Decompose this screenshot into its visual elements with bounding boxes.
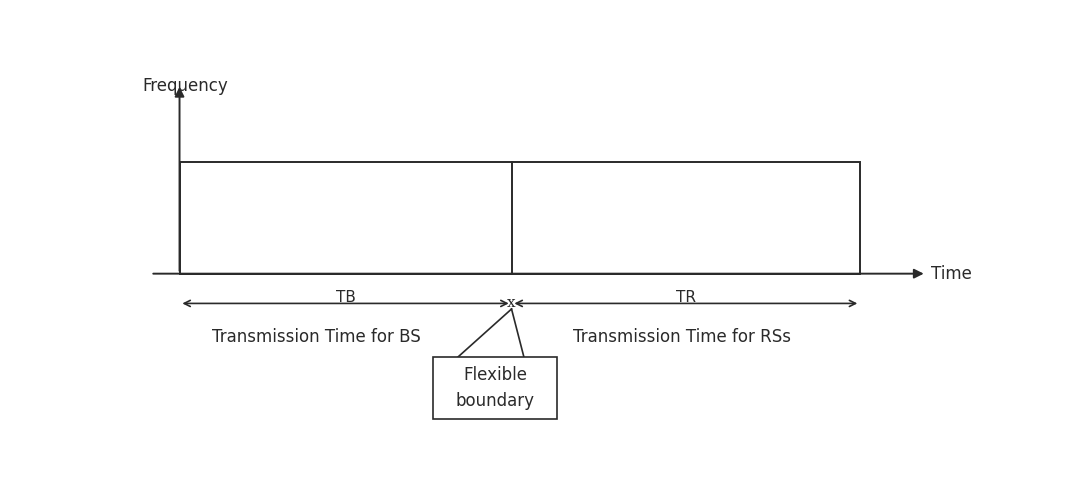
Text: Transmission Time for RSs: Transmission Time for RSs bbox=[573, 328, 790, 346]
Text: TR: TR bbox=[676, 290, 696, 305]
Text: TB: TB bbox=[335, 290, 356, 305]
Text: Frequency: Frequency bbox=[142, 76, 228, 95]
Text: Transmission Time for BS: Transmission Time for BS bbox=[212, 328, 421, 346]
Bar bbox=[180, 162, 860, 274]
Text: Flexible
boundary: Flexible boundary bbox=[455, 366, 534, 410]
Bar bbox=[433, 357, 557, 419]
Text: x: x bbox=[508, 297, 516, 311]
Text: Time: Time bbox=[931, 265, 971, 283]
